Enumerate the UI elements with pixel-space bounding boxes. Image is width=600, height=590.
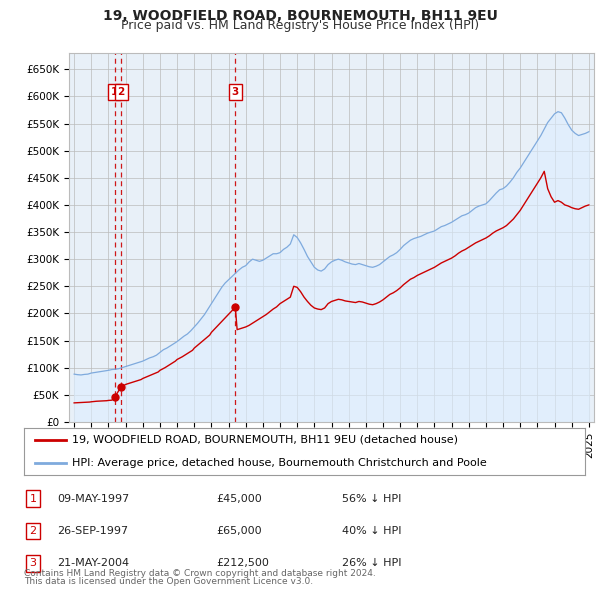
Text: £212,500: £212,500 bbox=[216, 559, 269, 568]
Text: 56% ↓ HPI: 56% ↓ HPI bbox=[342, 494, 401, 503]
Text: 3: 3 bbox=[29, 559, 37, 568]
Text: 1: 1 bbox=[29, 494, 37, 503]
Text: HPI: Average price, detached house, Bournemouth Christchurch and Poole: HPI: Average price, detached house, Bour… bbox=[71, 458, 487, 468]
Text: 26-SEP-1997: 26-SEP-1997 bbox=[57, 526, 128, 536]
Text: Contains HM Land Registry data © Crown copyright and database right 2024.: Contains HM Land Registry data © Crown c… bbox=[24, 569, 376, 578]
Text: Price paid vs. HM Land Registry's House Price Index (HPI): Price paid vs. HM Land Registry's House … bbox=[121, 19, 479, 32]
Text: 3: 3 bbox=[232, 87, 239, 97]
Text: 40% ↓ HPI: 40% ↓ HPI bbox=[342, 526, 401, 536]
Text: 21-MAY-2004: 21-MAY-2004 bbox=[57, 559, 129, 568]
Text: £45,000: £45,000 bbox=[216, 494, 262, 503]
Text: 09-MAY-1997: 09-MAY-1997 bbox=[57, 494, 129, 503]
Text: 26% ↓ HPI: 26% ↓ HPI bbox=[342, 559, 401, 568]
Text: This data is licensed under the Open Government Licence v3.0.: This data is licensed under the Open Gov… bbox=[24, 578, 313, 586]
Text: 1: 1 bbox=[111, 87, 118, 97]
Text: 2: 2 bbox=[29, 526, 37, 536]
Text: 19, WOODFIELD ROAD, BOURNEMOUTH, BH11 9EU: 19, WOODFIELD ROAD, BOURNEMOUTH, BH11 9E… bbox=[103, 9, 497, 23]
Text: 2: 2 bbox=[118, 87, 125, 97]
Text: 19, WOODFIELD ROAD, BOURNEMOUTH, BH11 9EU (detached house): 19, WOODFIELD ROAD, BOURNEMOUTH, BH11 9E… bbox=[71, 435, 458, 444]
Text: £65,000: £65,000 bbox=[216, 526, 262, 536]
